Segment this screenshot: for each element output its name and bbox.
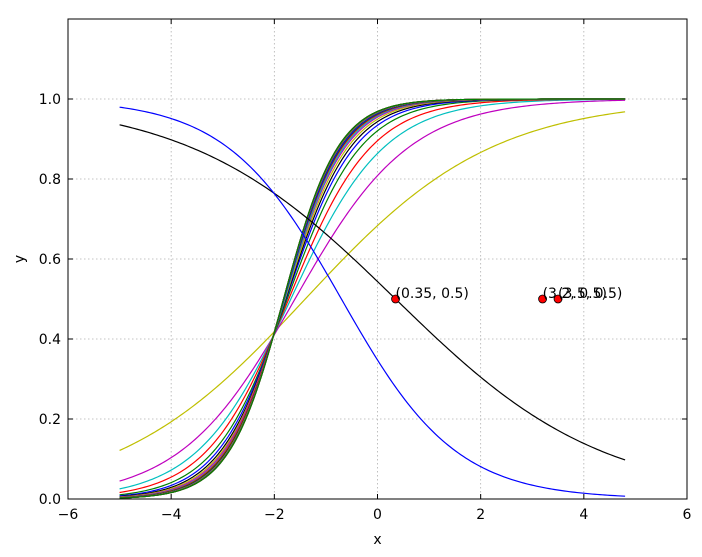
series-line-28 (119, 106, 626, 497)
data-point-2 (538, 294, 547, 304)
series-line-26 (119, 98, 626, 499)
axis-ticks: −6 −4 −2 0 2 4 6 0.0 0.2 0.4 0.6 0.8 1.0 (39, 19, 692, 523)
data-point-3 (553, 294, 563, 304)
curves (119, 98, 626, 499)
grid (68, 19, 687, 499)
series-line-27 (119, 124, 626, 461)
y-tick-label: 1.0 (39, 92, 61, 108)
y-tick-label: 0.2 (39, 412, 61, 428)
y-axis-label: y (12, 255, 28, 263)
point-label-3: (3.5, 0.5) (558, 286, 622, 302)
x-tick-label: −2 (264, 507, 285, 523)
series-line-1 (119, 111, 626, 452)
x-tick-label: −6 (58, 507, 79, 523)
series-line-3 (119, 98, 626, 490)
x-tick-label: 0 (373, 507, 382, 523)
annotated-points: (0.35, 0.5) (3.2, 0.5)(3.5, 0.5) (391, 286, 622, 304)
x-tick-label: −4 (161, 507, 182, 523)
y-tick-label: 0.0 (39, 492, 61, 508)
x-axis-label: x (373, 532, 381, 548)
data-point-1 (391, 294, 400, 304)
y-tick-label: 0.4 (39, 332, 61, 348)
x-tick-label: 6 (683, 507, 692, 523)
y-tick-label: 0.8 (39, 172, 61, 188)
series-line-2 (119, 99, 626, 482)
x-tick-label: 4 (579, 507, 588, 523)
x-tick-label: 2 (476, 507, 485, 523)
y-tick-label: 0.6 (39, 252, 61, 268)
point-label-1: (0.35, 0.5) (396, 286, 469, 302)
